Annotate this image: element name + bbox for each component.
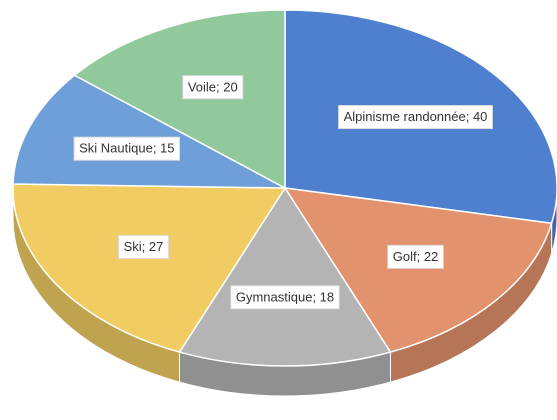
pie-slice	[12, 183, 287, 353]
data-label-text: Ski; 27	[124, 239, 164, 254]
data-label-text: Gymnastique; 18	[236, 290, 334, 305]
data-label-box	[230, 285, 340, 310]
label-category: Ski	[124, 239, 142, 254]
pie-slice	[283, 187, 553, 353]
label-value: 40	[473, 110, 487, 125]
data-label-box	[387, 244, 444, 269]
data-label-text: Golf; 22	[393, 249, 439, 264]
data-label: Ski Nautique; 15	[73, 136, 181, 161]
data-label: Alpinisme randonnée; 40	[338, 105, 493, 130]
data-label-box	[182, 75, 244, 100]
label-category: Alpinisme randonnée	[344, 110, 466, 125]
label-value: 22	[424, 249, 438, 264]
label-value: 27	[149, 239, 163, 254]
data-label-box	[73, 136, 181, 161]
data-label: Gymnastique; 18	[230, 285, 340, 310]
pie-slice	[73, 9, 286, 190]
label-separator: ;	[312, 290, 319, 305]
data-label-text: Alpinisme randonnée; 40	[344, 110, 488, 125]
label-separator: ;	[142, 239, 149, 254]
label-separator: ;	[466, 110, 473, 125]
label-value: 15	[160, 141, 174, 156]
label-value: 20	[223, 80, 237, 95]
data-label-text: Ski Nautique; 15	[79, 141, 174, 156]
data-label: Ski; 27	[118, 234, 169, 259]
label-category: Voile	[188, 80, 216, 95]
data-label: Golf; 22	[387, 244, 444, 269]
pie-slice	[178, 186, 392, 367]
label-category: Ski Nautique	[79, 141, 153, 156]
label-category: Gymnastique	[236, 290, 313, 305]
label-separator: ;	[216, 80, 223, 95]
label-category: Golf	[393, 249, 417, 264]
data-label-text: Voile; 20	[188, 80, 238, 95]
label-value: 18	[320, 290, 334, 305]
label-separator: ;	[153, 141, 160, 156]
data-label-box	[118, 234, 169, 259]
data-label-box	[338, 105, 493, 130]
data-label: Voile; 20	[182, 75, 244, 100]
label-separator: ;	[417, 249, 424, 264]
